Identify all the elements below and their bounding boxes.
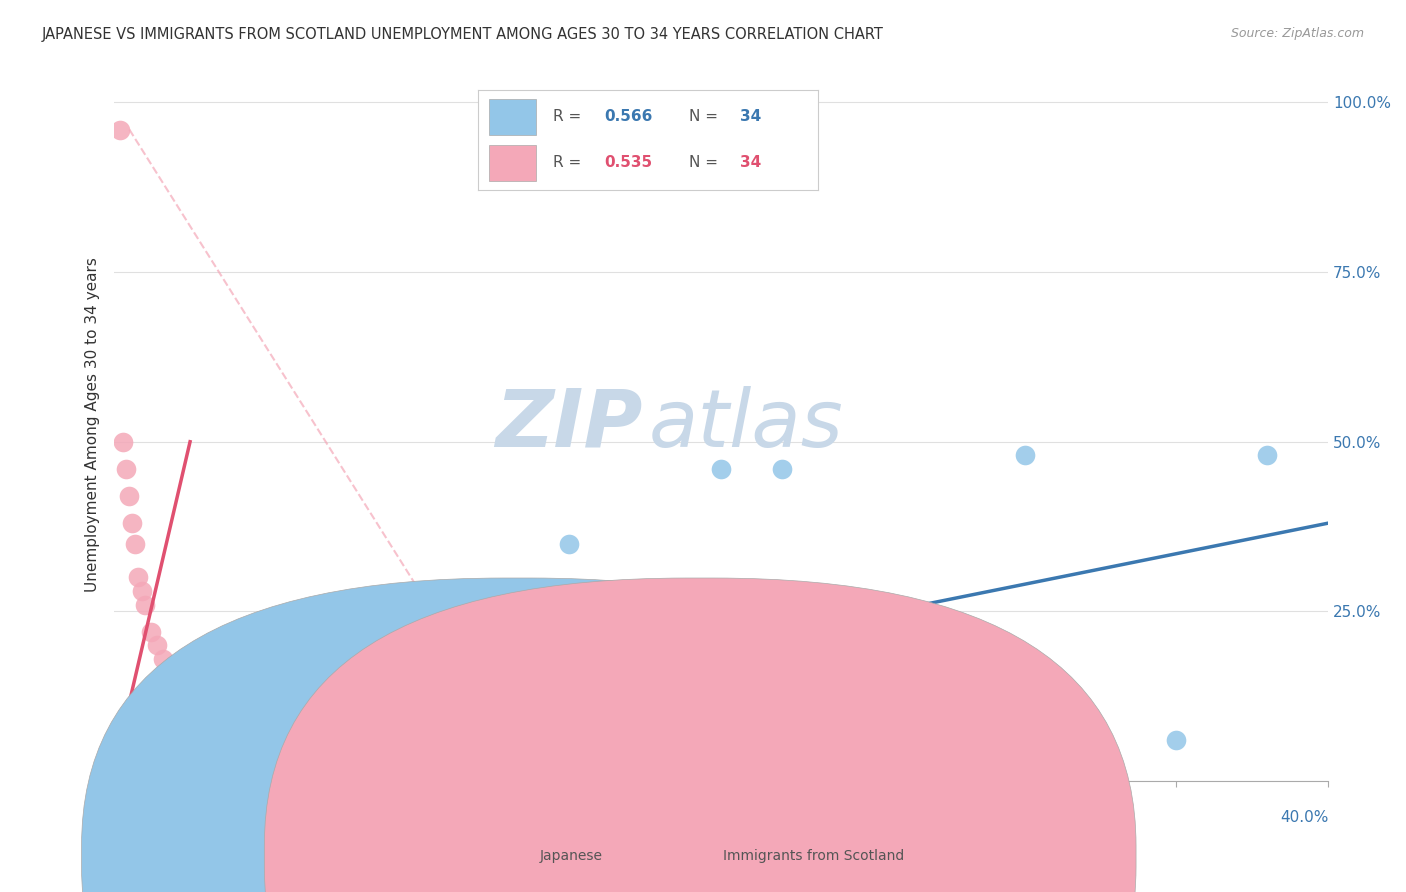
Point [361, 692, 384, 706]
Point [209, 692, 232, 706]
Point [127, 570, 149, 584]
Text: ZIP: ZIP [495, 385, 643, 464]
Point [134, 764, 156, 778]
Point [105, 767, 128, 781]
Text: Source: ZipAtlas.com: Source: ZipAtlas.com [1230, 27, 1364, 40]
Point [139, 624, 162, 639]
Point [270, 652, 292, 666]
Point [134, 747, 156, 761]
Point [127, 754, 149, 768]
Point [163, 679, 186, 693]
Point [131, 584, 153, 599]
Point [110, 760, 132, 774]
Point [124, 733, 146, 747]
Point [1256, 448, 1278, 462]
Point [115, 747, 138, 761]
Point [112, 434, 135, 449]
Point [110, 754, 132, 768]
Point [650, 720, 672, 734]
Point [184, 720, 207, 734]
Text: 0.0%: 0.0% [114, 810, 153, 824]
Point [179, 726, 201, 740]
Text: Immigrants from Scotland: Immigrants from Scotland [723, 849, 904, 863]
Point [118, 760, 141, 774]
Point [115, 754, 138, 768]
Point [770, 462, 793, 476]
Point [134, 733, 156, 747]
Point [225, 658, 247, 673]
Point [127, 760, 149, 774]
Point [710, 462, 733, 476]
Point [139, 757, 162, 772]
Point [188, 720, 211, 734]
Point [315, 679, 337, 693]
Point [179, 706, 201, 720]
Point [467, 706, 489, 720]
Point [862, 706, 884, 720]
Point [142, 754, 165, 768]
Text: JAPANESE VS IMMIGRANTS FROM SCOTLAND UNEMPLOYMENT AMONG AGES 30 TO 34 YEARS CORR: JAPANESE VS IMMIGRANTS FROM SCOTLAND UNE… [42, 27, 884, 42]
Point [131, 747, 153, 761]
Point [218, 686, 240, 700]
Point [149, 754, 172, 768]
Point [1166, 733, 1188, 747]
Point [118, 767, 141, 781]
Point [194, 713, 217, 727]
Point [155, 747, 177, 761]
Point [406, 706, 429, 720]
Text: Japanese: Japanese [540, 849, 603, 863]
Point [118, 489, 141, 503]
Point [110, 122, 132, 136]
Point [375, 699, 398, 714]
Point [124, 740, 146, 755]
Point [131, 767, 153, 781]
Point [118, 740, 141, 755]
Point [127, 760, 149, 774]
Point [254, 638, 277, 652]
Point [527, 720, 550, 734]
Point [160, 767, 183, 781]
Point [134, 598, 156, 612]
Point [170, 692, 193, 706]
Point [157, 747, 180, 761]
Point [136, 760, 159, 774]
Text: 40.0%: 40.0% [1279, 810, 1329, 824]
Point [124, 536, 146, 550]
Point [145, 638, 167, 652]
Point [136, 767, 159, 781]
Point [194, 733, 217, 747]
Point [1014, 448, 1036, 462]
Point [285, 672, 308, 686]
Point [121, 516, 143, 530]
Point [170, 733, 193, 747]
Point [149, 760, 172, 774]
Point [121, 754, 143, 768]
Y-axis label: Unemployment Among Ages 30 to 34 years: Unemployment Among Ages 30 to 34 years [86, 257, 100, 592]
Point [157, 665, 180, 680]
Point [152, 652, 174, 666]
Point [346, 686, 368, 700]
Point [301, 665, 323, 680]
Point [200, 706, 222, 720]
Point [558, 536, 581, 550]
Point [105, 767, 128, 781]
Point [112, 760, 135, 774]
Text: atlas: atlas [648, 385, 844, 464]
Point [121, 760, 143, 774]
Point [112, 747, 135, 761]
Point [142, 754, 165, 768]
Point [163, 740, 186, 755]
Point [115, 462, 138, 476]
